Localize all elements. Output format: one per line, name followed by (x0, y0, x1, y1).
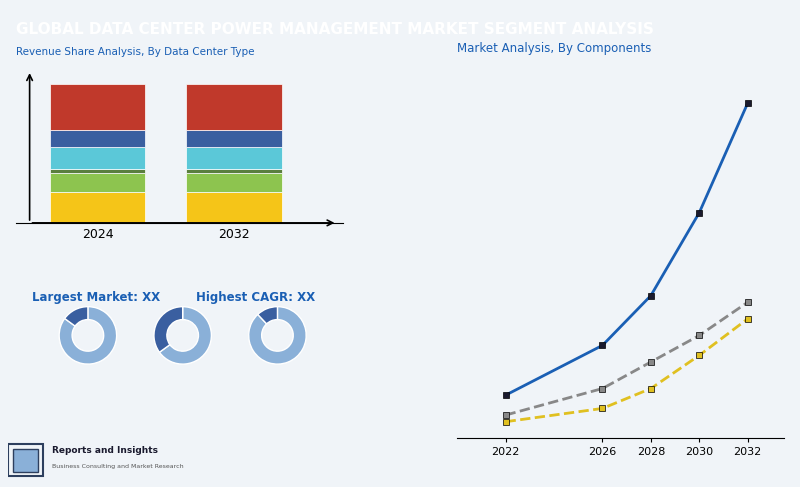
Wedge shape (249, 307, 306, 364)
Bar (50, 147, 146, 169)
Bar (186, 84, 282, 130)
Text: Business Consulting and Market Research: Business Consulting and Market Research (52, 464, 184, 469)
Bar (186, 192, 282, 223)
Bar (50, 130, 146, 147)
Wedge shape (258, 307, 278, 324)
FancyBboxPatch shape (14, 449, 38, 471)
Wedge shape (154, 307, 182, 352)
Wedge shape (59, 307, 117, 364)
Text: Highest CAGR: XX: Highest CAGR: XX (196, 292, 315, 304)
Text: GLOBAL DATA CENTER POWER MANAGEMENT MARKET SEGMENT ANALYSIS: GLOBAL DATA CENTER POWER MANAGEMENT MARK… (16, 22, 654, 37)
Bar (50, 173, 146, 192)
Wedge shape (159, 307, 211, 364)
Wedge shape (65, 307, 88, 326)
Text: Market Analysis, By Components: Market Analysis, By Components (457, 42, 651, 55)
Bar (186, 147, 282, 169)
Bar (186, 169, 282, 173)
Bar (50, 192, 146, 223)
Text: Reports and Insights: Reports and Insights (52, 446, 158, 455)
Bar (186, 130, 282, 147)
Text: Revenue Share Analysis, By Data Center Type: Revenue Share Analysis, By Data Center T… (16, 47, 254, 57)
Text: Largest Market: XX: Largest Market: XX (32, 292, 161, 304)
Bar (50, 84, 146, 130)
Bar (186, 173, 282, 192)
Bar (50, 169, 146, 173)
